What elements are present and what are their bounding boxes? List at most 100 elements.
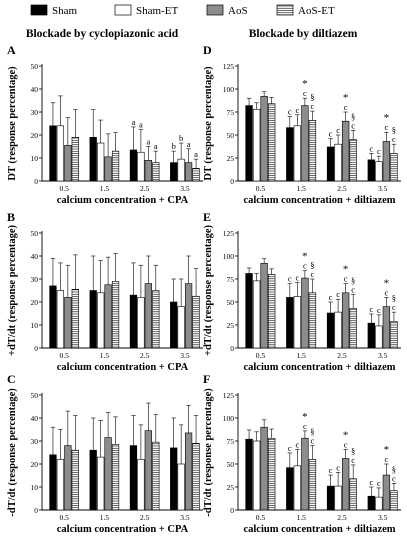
bar-aos [64, 297, 72, 349]
bar-sham [326, 312, 335, 349]
bar-aos [260, 263, 268, 349]
bar-aos-et [192, 295, 200, 349]
significance-annotation: § [310, 427, 314, 437]
bar-aos-et [390, 321, 398, 349]
bar-aos-et [308, 119, 317, 182]
significance-annotation: c [295, 273, 299, 283]
legend-label-aos-et: AoS-ET [298, 5, 335, 17]
x-tick-label: 0.5 [256, 513, 266, 522]
bar-sham [49, 454, 57, 511]
y-axis-label: +dT/dt (response percentage) [203, 225, 214, 357]
x-tick-label: 1.5 [296, 513, 306, 522]
bar-sham [89, 137, 97, 182]
significance-annotation: a [187, 139, 191, 149]
bar-sham [286, 297, 294, 349]
bar-aos-et [192, 168, 200, 182]
bar-aos [260, 96, 268, 182]
bar-sham-et [97, 456, 105, 511]
bar-aos [184, 162, 193, 182]
bar-sham [245, 105, 253, 182]
x-tick-label: 0.5 [59, 184, 69, 193]
y-tick-label: 75 [227, 437, 235, 446]
bar-sham [129, 294, 138, 349]
bar-sham-et [97, 142, 105, 182]
bar-aos-et [268, 103, 276, 182]
panel-a: A 0 10 20 30 40 50 DT (response percentage) calc… [7, 43, 203, 206]
bar-sham [367, 159, 375, 182]
x-tick-label: 3.5 [180, 351, 190, 360]
legend-label-aos: AoS [228, 5, 248, 17]
x-tick-label: 1.5 [100, 184, 110, 193]
significance-annotation: § [392, 125, 396, 135]
bar-sham-et [252, 440, 261, 511]
legend: Sham Sham-ET AoS AoS-ET [30, 4, 335, 17]
bar-aos [301, 105, 309, 182]
bar-aos-et [71, 449, 79, 511]
bar-sham-et [334, 485, 342, 511]
panel-label-a: A [7, 43, 16, 57]
significance-annotation: c [369, 477, 373, 487]
panel-f: F 0 25 50 75 100 125 -dT/dt (response percentag… [203, 372, 401, 535]
significance-annotation: a [194, 149, 198, 159]
significance-annotation: c [369, 304, 373, 314]
significance-annotation: c [311, 101, 315, 111]
x-axis-label: calcium concentration + CPA [57, 362, 189, 373]
significance-annotation: a [139, 119, 143, 129]
bar-sham-et [137, 151, 145, 182]
significance-annotation: c [351, 285, 355, 295]
legend-item-sham-et: Sham-ET [114, 4, 178, 17]
y-tick-label: 100 [223, 85, 235, 94]
significance-annotation: b [179, 133, 183, 143]
significance-annotation: c [329, 129, 333, 139]
bar-aos [260, 426, 268, 511]
y-axis-label: -dT/dt (response percentage) [7, 388, 18, 517]
bar-aos-et [152, 441, 160, 511]
bar-aos-et [268, 437, 276, 511]
significance-annotation: § [392, 293, 396, 303]
significance-annotation: b [172, 141, 176, 151]
panel-label-c: C [7, 372, 16, 386]
bar-aos-et [349, 308, 357, 349]
bar-sham [89, 449, 97, 511]
significance-annotation: a [132, 117, 136, 127]
legend-item-aos: AoS [206, 4, 248, 17]
bar-sham [129, 149, 138, 182]
legend-label-sham: Sham [52, 5, 78, 17]
significance-annotation: c [303, 421, 307, 431]
bar-aos-et [390, 490, 398, 511]
bar-aos [341, 120, 350, 182]
significance-annotation: * [384, 444, 390, 456]
y-tick-label: 20 [31, 131, 39, 140]
bar-aos [341, 458, 350, 511]
x-axis-label: calcium concentration + CPA [57, 524, 189, 535]
significance-annotation: * [384, 112, 390, 124]
y-tick-label: 0 [230, 177, 234, 186]
y-tick-label: 40 [31, 85, 39, 94]
x-tick-label: 1.5 [100, 351, 110, 360]
bar-aos [64, 145, 72, 182]
significance-annotation: c [311, 269, 315, 279]
legend-swatch-sham [30, 4, 48, 16]
y-tick-label: 0 [34, 506, 38, 515]
legend-item-sham: Sham [30, 4, 78, 17]
significance-annotation: c [295, 439, 299, 449]
y-tick-label: 125 [223, 62, 235, 71]
significance-annotation: * [302, 411, 308, 423]
y-axis-label: -dT/dt (response percentage) [203, 388, 214, 517]
legend-item-aos-et: AoS-ET [276, 4, 335, 17]
significance-annotation: a [146, 137, 150, 147]
bar-sham-et [293, 125, 302, 182]
y-tick-label: 10 [31, 154, 39, 163]
significance-annotation: § [310, 260, 314, 270]
significance-annotation: c [336, 462, 340, 472]
bar-sham [170, 162, 178, 182]
column-title-diltiazem: Blockade by diltiazem [249, 28, 358, 40]
bar-aos [144, 430, 152, 511]
significance-annotation: c [392, 302, 396, 312]
bar-sham-et [177, 158, 185, 182]
significance-annotation: c [288, 107, 292, 117]
significance-annotation: c [377, 305, 381, 315]
bar-sham-et [252, 280, 261, 349]
y-tick-label: 50 [227, 131, 235, 140]
bar-sham [286, 467, 294, 511]
